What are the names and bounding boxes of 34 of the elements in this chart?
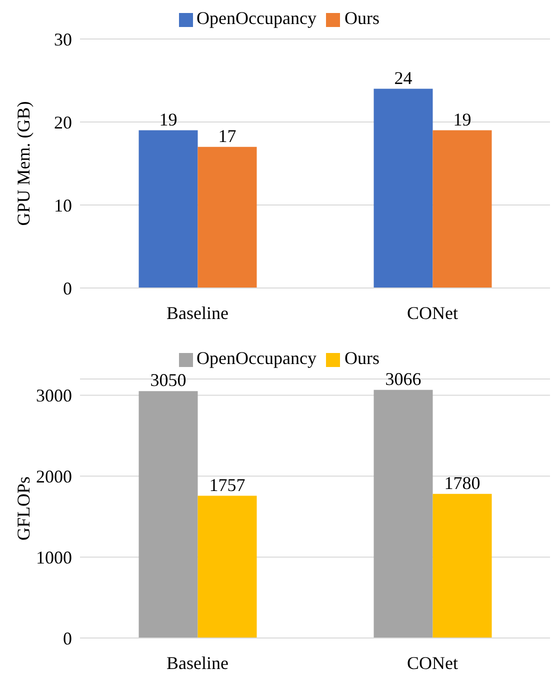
bar — [432, 494, 492, 638]
data-label: 1757 — [209, 474, 246, 495]
data-label: 17 — [218, 126, 236, 146]
legend-label: Ours — [344, 348, 380, 368]
bar — [198, 496, 257, 638]
y-tick-label: 1000 — [36, 547, 72, 568]
y-axis-title: GPU Mem. (GB) — [13, 101, 34, 226]
y-tick-label: 10 — [54, 195, 72, 216]
bar — [432, 130, 492, 288]
x-tick-label: Baseline — [166, 652, 228, 673]
y-tick-label: 0 — [63, 628, 72, 648]
data-label: 3050 — [150, 370, 186, 390]
bar — [374, 88, 433, 288]
legend-label: OpenOccupancy — [196, 8, 316, 28]
data-label: 24 — [394, 68, 412, 88]
bar — [138, 130, 198, 288]
bar — [138, 391, 198, 638]
y-tick-label: 0 — [63, 278, 72, 298]
legend-label: Ours — [344, 8, 380, 28]
data-label: 3066 — [385, 368, 422, 389]
data-label: 1780 — [444, 472, 480, 493]
bar — [374, 390, 433, 638]
y-tick-label: 20 — [54, 112, 72, 132]
x-tick-label: CONet — [407, 302, 458, 323]
y-tick-label: 2000 — [36, 466, 72, 487]
y-tick-label: 30 — [54, 29, 72, 50]
y-tick-label: 3000 — [36, 386, 72, 406]
legend-label: OpenOccupancy — [196, 348, 316, 368]
x-tick-label: CONet — [407, 652, 458, 673]
x-tick-label: Baseline — [166, 302, 228, 323]
data-label: 19 — [453, 109, 472, 130]
y-axis-title: GFLOPs — [13, 476, 34, 541]
data-label: 19 — [159, 109, 178, 130]
bar — [198, 146, 257, 288]
